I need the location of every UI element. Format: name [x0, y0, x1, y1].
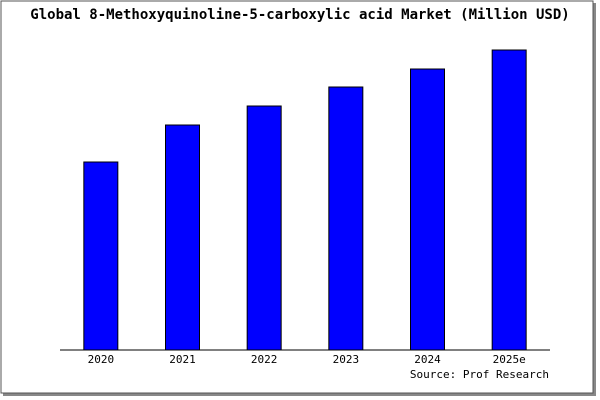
x-tick-label: 2023: [333, 353, 360, 366]
x-tick-label: 2024: [414, 353, 441, 366]
x-tick-label: 2025e: [493, 353, 526, 366]
x-tick-label: 2020: [88, 353, 115, 366]
bar: [328, 86, 364, 351]
bar: [83, 161, 119, 351]
chart-title: Global 8-Methoxyquinoline-5-carboxylic a…: [30, 7, 569, 23]
bar: [491, 49, 527, 351]
x-tick-label: 2022: [251, 353, 278, 366]
bar: [410, 68, 445, 351]
x-tick-label: 2021: [169, 353, 196, 366]
source-note: Source: Prof Research: [410, 368, 549, 381]
bar: [165, 124, 200, 351]
bar: [246, 105, 282, 351]
